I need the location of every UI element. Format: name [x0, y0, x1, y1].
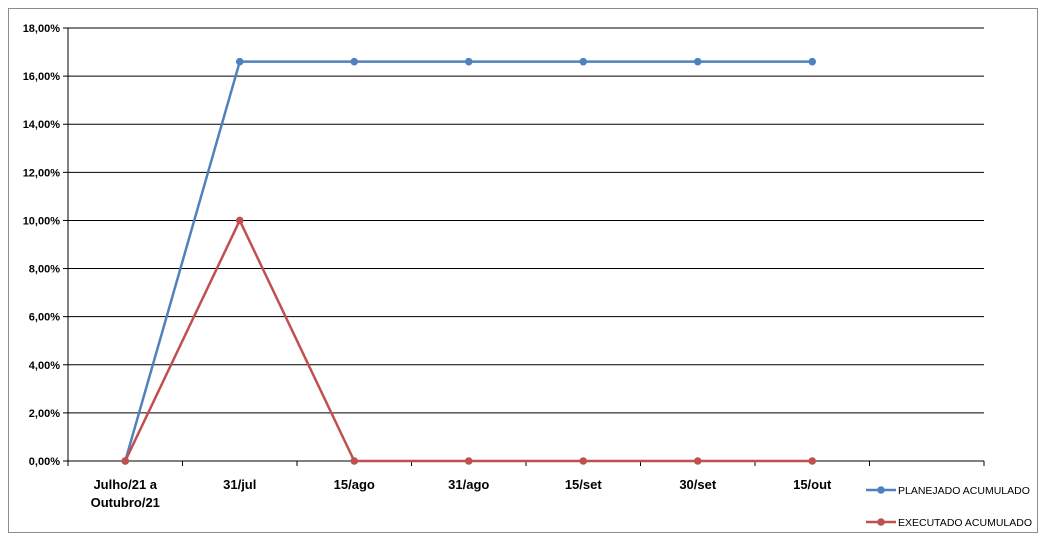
- data-point: [808, 457, 817, 465]
- legend-marker: [877, 486, 885, 494]
- data-point: [464, 457, 473, 465]
- x-tick-label: 15/ago: [334, 477, 375, 492]
- y-tick-label: 14,00%: [23, 119, 61, 131]
- legend-marker: [877, 518, 885, 526]
- data-point: [235, 57, 244, 66]
- x-tick-label: 31/jul: [223, 477, 256, 492]
- x-tick-labels: Julho/21 a Outubro/21 31/jul 15/ago 31/ago 15…: [91, 477, 832, 510]
- series-line-2: [124, 219, 813, 463]
- axes: [63, 27, 985, 466]
- y-tick-label: 6,00%: [29, 312, 60, 324]
- x-tick-label: 30/set: [679, 477, 717, 492]
- x-tick-label: 15/set: [565, 477, 603, 492]
- x-tick-label: Julho/21 a Outubro/21: [91, 477, 160, 510]
- data-point: [693, 457, 702, 465]
- y-tick-labels: 0,00% 2,00% 4,00% 6,00% 8,00% 10,00% 12,00% 14,…: [23, 23, 61, 468]
- data-point: [350, 57, 359, 66]
- series-lines: [121, 57, 817, 465]
- data-point: [464, 57, 473, 66]
- y-tick-label: 4,00%: [29, 360, 60, 372]
- x-tick-label: 15/out: [793, 477, 832, 492]
- legend-label: PLANEJADO ACUMULADO: [898, 485, 1030, 497]
- data-point: [579, 57, 588, 66]
- data-point: [579, 457, 588, 465]
- data-point: [808, 57, 817, 66]
- legend: PLANEJADO ACUMULADO EXECUTADO ACUMULADO: [866, 485, 1032, 529]
- legend-label: EXECUTADO ACUMULADO: [898, 517, 1032, 529]
- y-tick-label: 16,00%: [23, 71, 61, 83]
- y-tick-label: 12,00%: [23, 167, 61, 179]
- series-line-1: [124, 60, 813, 462]
- y-tick-label: 8,00%: [29, 264, 60, 276]
- data-point: [235, 216, 244, 225]
- y-tick-label: 2,00%: [29, 408, 60, 420]
- y-tick-label: 18,00%: [23, 23, 61, 35]
- data-point: [121, 457, 130, 465]
- data-point: [350, 457, 359, 465]
- x-tick-label: 31/ago: [448, 477, 489, 492]
- gridlines: [68, 27, 984, 414]
- y-tick-label: 10,00%: [23, 215, 61, 227]
- data-point: [693, 57, 702, 66]
- y-tick-label: 0,00%: [29, 456, 60, 468]
